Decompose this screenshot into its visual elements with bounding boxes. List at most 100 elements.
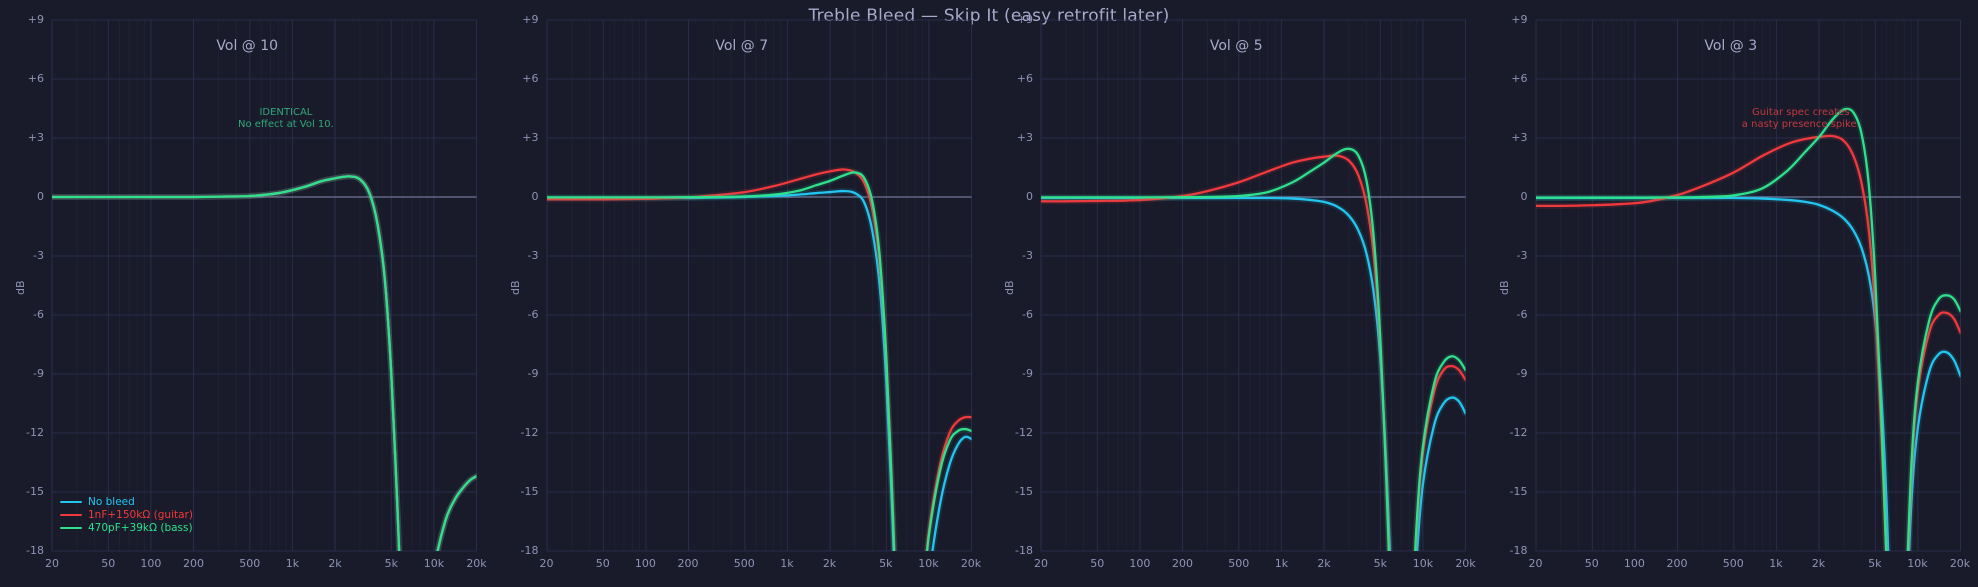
x-tick-label: 20	[1528, 557, 1543, 570]
legend-swatch-icon	[60, 501, 82, 504]
y-tick-label: +9	[1016, 13, 1033, 26]
annotation-line: Guitar spec creates	[1752, 106, 1850, 118]
y-tick-label: +6	[522, 72, 539, 85]
x-tick-label: 20	[1034, 557, 1048, 570]
y-tick-label: -15	[1015, 485, 1033, 498]
x-tick-label: 20	[539, 557, 554, 570]
plot-area	[546, 19, 972, 552]
x-tick-label: 500	[1722, 557, 1744, 570]
annotation-line: a nasty presence spike.	[1741, 118, 1860, 130]
x-tick-label: 200	[677, 557, 699, 570]
gridlines	[546, 19, 972, 552]
y-tick-label: -6	[1516, 308, 1528, 321]
x-tick-label: 5k	[1373, 557, 1387, 570]
y-tick-label: -18	[520, 544, 539, 557]
y-tick-label: +6	[1016, 72, 1033, 85]
x-tick-label: 2k	[1811, 557, 1826, 570]
panel-title-3: Vol @ 5	[1209, 38, 1263, 54]
annotation-line: No effect at Vol 10.	[238, 118, 334, 130]
y-tick-label: -3	[527, 249, 539, 262]
legend-swatch-icon	[60, 527, 82, 530]
panel-4: Vol @ 3 +9 +6 +3 0 -3 -6 -9 -12 -15 -18 dB 20 50 100 20…	[1484, 0, 1978, 587]
x-tick-label: 200	[1172, 557, 1193, 570]
y-tick-label: -12	[1509, 426, 1528, 439]
annotation-1: IDENTICAL No effect at Vol 10.	[196, 107, 376, 131]
x-tick-label: 20k	[466, 557, 487, 570]
gridlines	[1040, 19, 1466, 552]
y-tick-label: -18	[1509, 544, 1528, 557]
y-tick-label: -12	[1015, 426, 1033, 439]
y-tick-label: 0	[1520, 190, 1528, 203]
legend-item-3[interactable]: 470pF+39kΩ (bass)	[60, 522, 193, 535]
panel-1: Vol @ 10 +9 +6 +3 0 -3 -6 -9 -12 -15 -18 dB 20 50 100 2…	[0, 0, 495, 587]
y-tick-label: +3	[522, 131, 539, 144]
y-tick-label: 0	[37, 190, 44, 203]
y-tick-label: -18	[1015, 544, 1033, 557]
x-tick-label: 200	[183, 557, 204, 570]
x-tick-label: 1k	[1274, 557, 1289, 570]
x-tick-label: 10k	[1907, 557, 1928, 570]
y-tick-label: +9	[27, 13, 44, 26]
y-tick-label: -6	[1022, 308, 1033, 321]
annotation-line: IDENTICAL	[259, 106, 313, 118]
curve-1nf-150k-guitar	[546, 168, 971, 551]
x-tick-label: 1k	[1769, 557, 1783, 570]
x-tick-label: 50	[595, 557, 610, 570]
x-tick-label: 20k	[1949, 557, 1971, 570]
annotation-4: Guitar spec creates a nasty presence spik…	[1711, 107, 1891, 131]
panel-title-1: Vol @ 10	[216, 38, 279, 54]
x-tick-label: 200	[1666, 557, 1688, 570]
y-tick-label: -6	[33, 308, 44, 321]
legend-item-1[interactable]: No bleed	[60, 496, 193, 509]
panel-2: Vol @ 7 +9 +6 +3 0 -3 -6 -9 -12 -15 -18 dB 20 50 100 20…	[495, 0, 990, 587]
y-tick-label: -18	[26, 544, 44, 557]
y-tick-label: +3	[1511, 131, 1528, 144]
y-tick-label: -15	[26, 485, 44, 498]
x-tick-label: 1k	[285, 557, 300, 570]
curves	[546, 166, 971, 551]
y-tick-label: +9	[1511, 13, 1528, 26]
x-tick-label: 5k	[384, 557, 398, 570]
x-tick-label: 50	[1090, 557, 1105, 570]
curve-1nf-150k-guitar	[1041, 154, 1466, 551]
plot-area	[1040, 19, 1466, 552]
x-tick-label: 100	[634, 557, 656, 570]
y-axis-label: dB	[14, 279, 27, 295]
y-tick-label: -12	[520, 426, 539, 439]
x-tick-label: 500	[239, 557, 261, 570]
y-tick-label: -9	[527, 367, 539, 380]
y-tick-label: -9	[33, 367, 44, 380]
legend: No bleed 1nF+150kΩ (guitar) 470pF+39kΩ (ba…	[60, 496, 193, 535]
curve-470pf-39k-bass	[1535, 107, 1960, 551]
y-axis-label: dB	[508, 279, 522, 295]
y-tick-label: 0	[1026, 190, 1033, 203]
gridlines	[1535, 19, 1961, 552]
x-tick-label: 100	[1129, 557, 1151, 570]
x-tick-label: 5k	[879, 557, 893, 570]
y-axis-label: dB	[1003, 279, 1016, 295]
y-axis-label: dB	[1497, 279, 1511, 295]
legend-label: 1nF+150kΩ (guitar)	[88, 508, 193, 521]
x-tick-label: 10k	[1412, 557, 1434, 570]
plot-area	[51, 19, 477, 552]
curves	[1535, 105, 1960, 551]
curve-470pf-39k-bass	[546, 171, 971, 551]
x-tick-label: 100	[1623, 557, 1645, 570]
x-tick-label: 20k	[1455, 557, 1476, 570]
legend-swatch-icon	[60, 514, 82, 517]
curves	[52, 173, 477, 551]
x-tick-label: 100	[140, 557, 162, 570]
curve-470pf-39k-bass	[1041, 147, 1466, 551]
legend-item-2[interactable]: 1nF+150kΩ (guitar)	[60, 509, 193, 522]
y-tick-label: +6	[27, 72, 44, 85]
y-tick-label: -3	[1022, 249, 1033, 262]
y-tick-label: -15	[520, 485, 539, 498]
y-tick-label: -15	[1509, 485, 1528, 498]
x-tick-label: 50	[1584, 557, 1599, 570]
y-tick-label: -3	[33, 249, 44, 262]
x-tick-label: 20k	[960, 557, 982, 570]
y-tick-label: -9	[1516, 367, 1528, 380]
y-tick-label: +3	[1016, 131, 1033, 144]
gridlines	[51, 19, 477, 552]
